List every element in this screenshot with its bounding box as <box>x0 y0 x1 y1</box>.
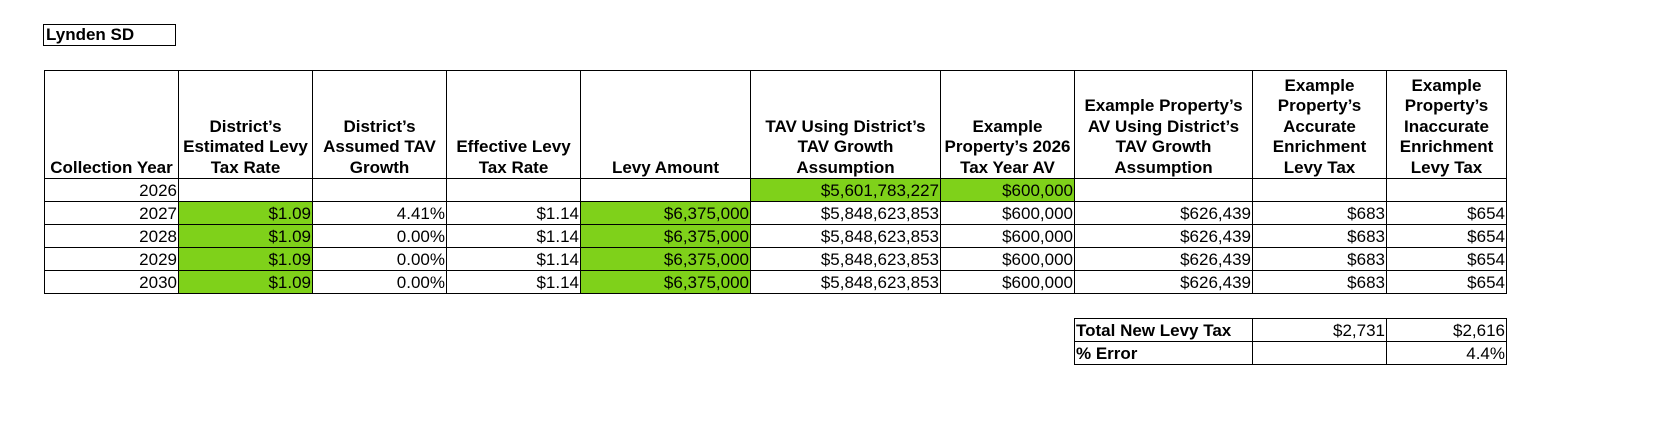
table-row: 2026 $5,601,783,227 $600,000 <box>44 178 1507 202</box>
cell-property-av-using-growth[interactable]: $626,439 <box>1074 247 1253 271</box>
sheet-title-cell[interactable]: Lynden SD <box>43 24 176 46</box>
header-collection-year[interactable]: Collection Year <box>44 70 179 179</box>
cell-inaccurate-levy-tax[interactable]: $654 <box>1386 201 1507 225</box>
cell-estimated-levy-tax-rate[interactable]: $1.09 <box>178 201 313 225</box>
summary-row-error: % Error 4.4% <box>1074 341 1507 365</box>
table-row: 2028 $1.09 0.00% $1.14 $6,375,000 $5,848… <box>44 224 1507 248</box>
header-row: Collection Year District’s Estimated Lev… <box>44 70 1507 179</box>
cell-tav-using-growth[interactable]: $5,848,623,853 <box>750 201 941 225</box>
cell-accurate-levy-tax[interactable]: $683 <box>1252 270 1387 294</box>
cell-collection-year[interactable]: 2028 <box>44 224 179 248</box>
cell-assumed-tav-growth[interactable]: 0.00% <box>312 224 447 248</box>
cell-accurate-levy-tax[interactable]: $683 <box>1252 224 1387 248</box>
summary-table: Total New Levy Tax $2,731 $2,616 % Error… <box>1074 318 1507 365</box>
cell-collection-year[interactable]: 2026 <box>44 178 179 202</box>
percent-error-label[interactable]: % Error <box>1074 341 1253 365</box>
cell-effective-levy-tax-rate[interactable]: $1.14 <box>446 224 581 248</box>
total-inaccurate-value[interactable]: $2,616 <box>1386 318 1507 342</box>
cell-property-2026-av[interactable]: $600,000 <box>940 247 1075 271</box>
cell-inaccurate-levy-tax[interactable]: $654 <box>1386 247 1507 271</box>
cell-effective-levy-tax-rate[interactable]: $1.14 <box>446 270 581 294</box>
cell-property-av-using-growth[interactable]: $626,439 <box>1074 201 1253 225</box>
table-row: 2027 $1.09 4.41% $1.14 $6,375,000 $5,848… <box>44 201 1507 225</box>
header-accurate-enrichment-levy-tax[interactable]: Example Property’s Accurate Enrichment L… <box>1252 70 1387 179</box>
cell-inaccurate-levy-tax[interactable]: $654 <box>1386 270 1507 294</box>
cell-property-2026-av[interactable]: $600,000 <box>940 178 1075 202</box>
cell-property-av-using-growth[interactable]: $626,439 <box>1074 270 1253 294</box>
cell-tav-using-growth[interactable]: $5,601,783,227 <box>750 178 941 202</box>
cell-estimated-levy-tax-rate[interactable]: $1.09 <box>178 270 313 294</box>
total-accurate-value[interactable]: $2,731 <box>1252 318 1387 342</box>
header-property-av-using-growth[interactable]: Example Property’s AV Using District’s T… <box>1074 70 1253 179</box>
table-row: 2029 $1.09 0.00% $1.14 $6,375,000 $5,848… <box>44 247 1507 271</box>
cell-tav-using-growth[interactable]: $5,848,623,853 <box>750 270 941 294</box>
cell-inaccurate-levy-tax[interactable] <box>1386 178 1507 202</box>
cell-levy-amount[interactable]: $6,375,000 <box>580 224 751 248</box>
levy-projection-table: Collection Year District’s Estimated Lev… <box>44 70 1507 294</box>
cell-inaccurate-levy-tax[interactable]: $654 <box>1386 224 1507 248</box>
cell-property-2026-av[interactable]: $600,000 <box>940 224 1075 248</box>
total-new-levy-tax-label[interactable]: Total New Levy Tax <box>1074 318 1253 342</box>
cell-effective-levy-tax-rate[interactable]: $1.14 <box>446 201 581 225</box>
cell-accurate-levy-tax[interactable]: $683 <box>1252 247 1387 271</box>
header-assumed-tav-growth[interactable]: District’s Assumed TAV Growth <box>312 70 447 179</box>
cell-accurate-levy-tax[interactable] <box>1252 178 1387 202</box>
header-property-2026-av[interactable]: Example Property’s 2026 Tax Year AV <box>940 70 1075 179</box>
table-row: 2030 $1.09 0.00% $1.14 $6,375,000 $5,848… <box>44 270 1507 294</box>
cell-assumed-tav-growth[interactable]: 4.41% <box>312 201 447 225</box>
cell-estimated-levy-tax-rate[interactable]: $1.09 <box>178 224 313 248</box>
cell-tav-using-growth[interactable]: $5,848,623,853 <box>750 224 941 248</box>
cell-estimated-levy-tax-rate[interactable]: $1.09 <box>178 247 313 271</box>
cell-collection-year[interactable]: 2029 <box>44 247 179 271</box>
cell-property-2026-av[interactable]: $600,000 <box>940 270 1075 294</box>
percent-error-value[interactable]: 4.4% <box>1386 341 1507 365</box>
summary-row-total: Total New Levy Tax $2,731 $2,616 <box>1074 318 1507 342</box>
cell-levy-amount[interactable] <box>580 178 751 202</box>
header-estimated-levy-tax-rate[interactable]: District’s Estimated Levy Tax Rate <box>178 70 313 179</box>
cell-property-2026-av[interactable]: $600,000 <box>940 201 1075 225</box>
cell-accurate-levy-tax[interactable]: $683 <box>1252 201 1387 225</box>
cell-tav-using-growth[interactable]: $5,848,623,853 <box>750 247 941 271</box>
header-inaccurate-enrichment-levy-tax[interactable]: Example Property’s Inaccurate Enrichment… <box>1386 70 1507 179</box>
header-levy-amount[interactable]: Levy Amount <box>580 70 751 179</box>
cell-assumed-tav-growth[interactable]: 0.00% <box>312 270 447 294</box>
header-tav-using-growth[interactable]: TAV Using District’s TAV Growth Assumpti… <box>750 70 941 179</box>
header-effective-levy-tax-rate[interactable]: Effective Levy Tax Rate <box>446 70 581 179</box>
cell-levy-amount[interactable]: $6,375,000 <box>580 201 751 225</box>
cell-assumed-tav-growth[interactable]: 0.00% <box>312 247 447 271</box>
cell-collection-year[interactable]: 2027 <box>44 201 179 225</box>
cell-effective-levy-tax-rate[interactable]: $1.14 <box>446 247 581 271</box>
cell-estimated-levy-tax-rate[interactable] <box>178 178 313 202</box>
cell-property-av-using-growth[interactable] <box>1074 178 1253 202</box>
cell-assumed-tav-growth[interactable] <box>312 178 447 202</box>
cell-levy-amount[interactable]: $6,375,000 <box>580 270 751 294</box>
cell-levy-amount[interactable]: $6,375,000 <box>580 247 751 271</box>
percent-error-accurate-value[interactable] <box>1252 341 1387 365</box>
cell-collection-year[interactable]: 2030 <box>44 270 179 294</box>
cell-property-av-using-growth[interactable]: $626,439 <box>1074 224 1253 248</box>
cell-effective-levy-tax-rate[interactable] <box>446 178 581 202</box>
